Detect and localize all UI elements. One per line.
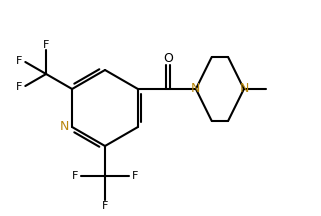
Text: N: N <box>59 119 69 132</box>
Text: F: F <box>43 40 49 50</box>
Text: F: F <box>16 56 22 66</box>
Text: F: F <box>72 171 78 181</box>
Text: F: F <box>132 171 138 181</box>
Text: N: N <box>240 83 250 95</box>
Text: N: N <box>191 81 201 95</box>
Text: O: O <box>163 52 173 65</box>
Text: F: F <box>16 82 22 92</box>
Text: F: F <box>102 201 108 211</box>
